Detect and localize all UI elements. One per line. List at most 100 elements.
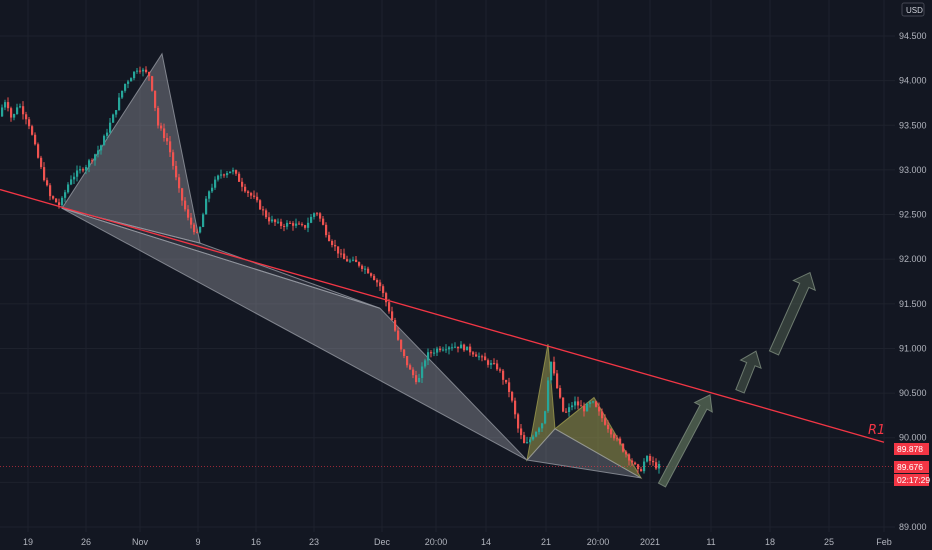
candle <box>37 142 40 159</box>
candle <box>202 212 205 228</box>
harmonic-pattern[interactable] <box>526 343 643 480</box>
candle <box>484 352 487 361</box>
projection-arrow[interactable] <box>768 271 817 356</box>
candle <box>634 461 637 466</box>
candle <box>655 458 658 470</box>
candle <box>211 183 214 193</box>
price-badge <box>894 461 929 473</box>
x-tick-label: 2021 <box>640 537 660 547</box>
candle <box>28 117 31 130</box>
candle <box>22 101 25 120</box>
candle <box>649 453 652 466</box>
xabcd-pattern[interactable] <box>61 52 528 461</box>
candle <box>226 170 229 178</box>
candle <box>25 111 28 125</box>
candle <box>406 356 409 368</box>
candle <box>271 215 274 223</box>
price-badge-label: 89.676 <box>897 462 923 472</box>
candle <box>265 208 268 219</box>
candle <box>358 261 361 268</box>
candle <box>592 400 595 404</box>
candle <box>67 182 70 194</box>
time-axis[interactable]: 19 26 Nov 9 16 23 Dec 20:00 14 21 20:00 2021 11 18 25 F… <box>23 537 892 547</box>
candle <box>637 463 640 474</box>
y-tick-label: 91.000 <box>899 343 927 353</box>
candle <box>184 197 187 212</box>
candle <box>439 346 442 353</box>
trendline-r1[interactable]: R1 <box>0 188 895 468</box>
candle <box>127 79 130 89</box>
candle <box>10 106 13 122</box>
candle <box>7 97 10 112</box>
candle <box>430 350 433 358</box>
candle <box>403 349 406 359</box>
candle <box>73 172 76 185</box>
candle <box>295 218 298 229</box>
candle <box>64 189 67 203</box>
y-tick-label: 92.500 <box>899 210 927 220</box>
candle <box>61 196 64 208</box>
candle <box>250 191 253 199</box>
candle <box>172 149 175 170</box>
candle <box>328 231 331 242</box>
candle <box>181 187 184 206</box>
x-tick-label: 14 <box>481 537 491 547</box>
price-axis[interactable]: 89.00089.50090.00090.50091.00091.50092.0… <box>895 0 932 550</box>
candle <box>340 248 343 258</box>
harmonic-triangle-xbd[interactable] <box>526 428 642 479</box>
candle <box>103 134 106 146</box>
candle <box>613 432 616 441</box>
currency-badge[interactable] <box>901 2 925 17</box>
candle <box>604 414 607 426</box>
candle <box>643 458 646 474</box>
candle <box>151 75 154 92</box>
candle <box>16 103 19 115</box>
candle <box>106 128 109 140</box>
candle <box>415 370 418 385</box>
candle <box>322 216 325 226</box>
candle <box>4 99 7 111</box>
candle <box>292 221 295 231</box>
trendline-r1-line[interactable] <box>0 188 885 443</box>
candle <box>79 165 82 174</box>
candle <box>232 167 235 175</box>
candle <box>142 67 145 77</box>
candle <box>289 220 292 224</box>
projection-arrows[interactable] <box>657 271 817 488</box>
x-tick-label: 20:00 <box>425 537 448 547</box>
candle <box>220 169 223 179</box>
candle <box>559 385 562 399</box>
candle <box>370 272 373 278</box>
y-tick-label: 90.000 <box>899 433 927 443</box>
price-badge-label: 89.878 <box>897 444 923 454</box>
candle <box>610 428 613 438</box>
candle <box>52 195 55 200</box>
candle <box>421 362 424 383</box>
candle <box>622 443 625 453</box>
projection-arrow[interactable] <box>657 394 713 488</box>
candle <box>433 348 436 357</box>
price-axis-bg[interactable] <box>895 0 932 550</box>
candle <box>571 401 574 411</box>
candle <box>238 171 241 182</box>
projection-arrow[interactable] <box>735 350 762 394</box>
candle <box>85 164 88 175</box>
candle <box>241 177 244 192</box>
candle <box>436 346 439 356</box>
candle <box>286 220 289 230</box>
candle <box>517 412 520 433</box>
candle <box>562 397 565 413</box>
candle <box>376 278 379 287</box>
xabcd-triangle-xcd[interactable] <box>61 207 528 461</box>
candle <box>163 123 166 142</box>
candle <box>199 226 202 234</box>
candle <box>175 160 178 181</box>
candle <box>268 212 271 225</box>
y-tick-label: 94.500 <box>899 31 927 41</box>
x-tick-label: 9 <box>195 537 200 547</box>
xabcd-triangle-xbc[interactable] <box>61 207 381 309</box>
candle <box>331 239 334 248</box>
candle <box>391 306 394 321</box>
